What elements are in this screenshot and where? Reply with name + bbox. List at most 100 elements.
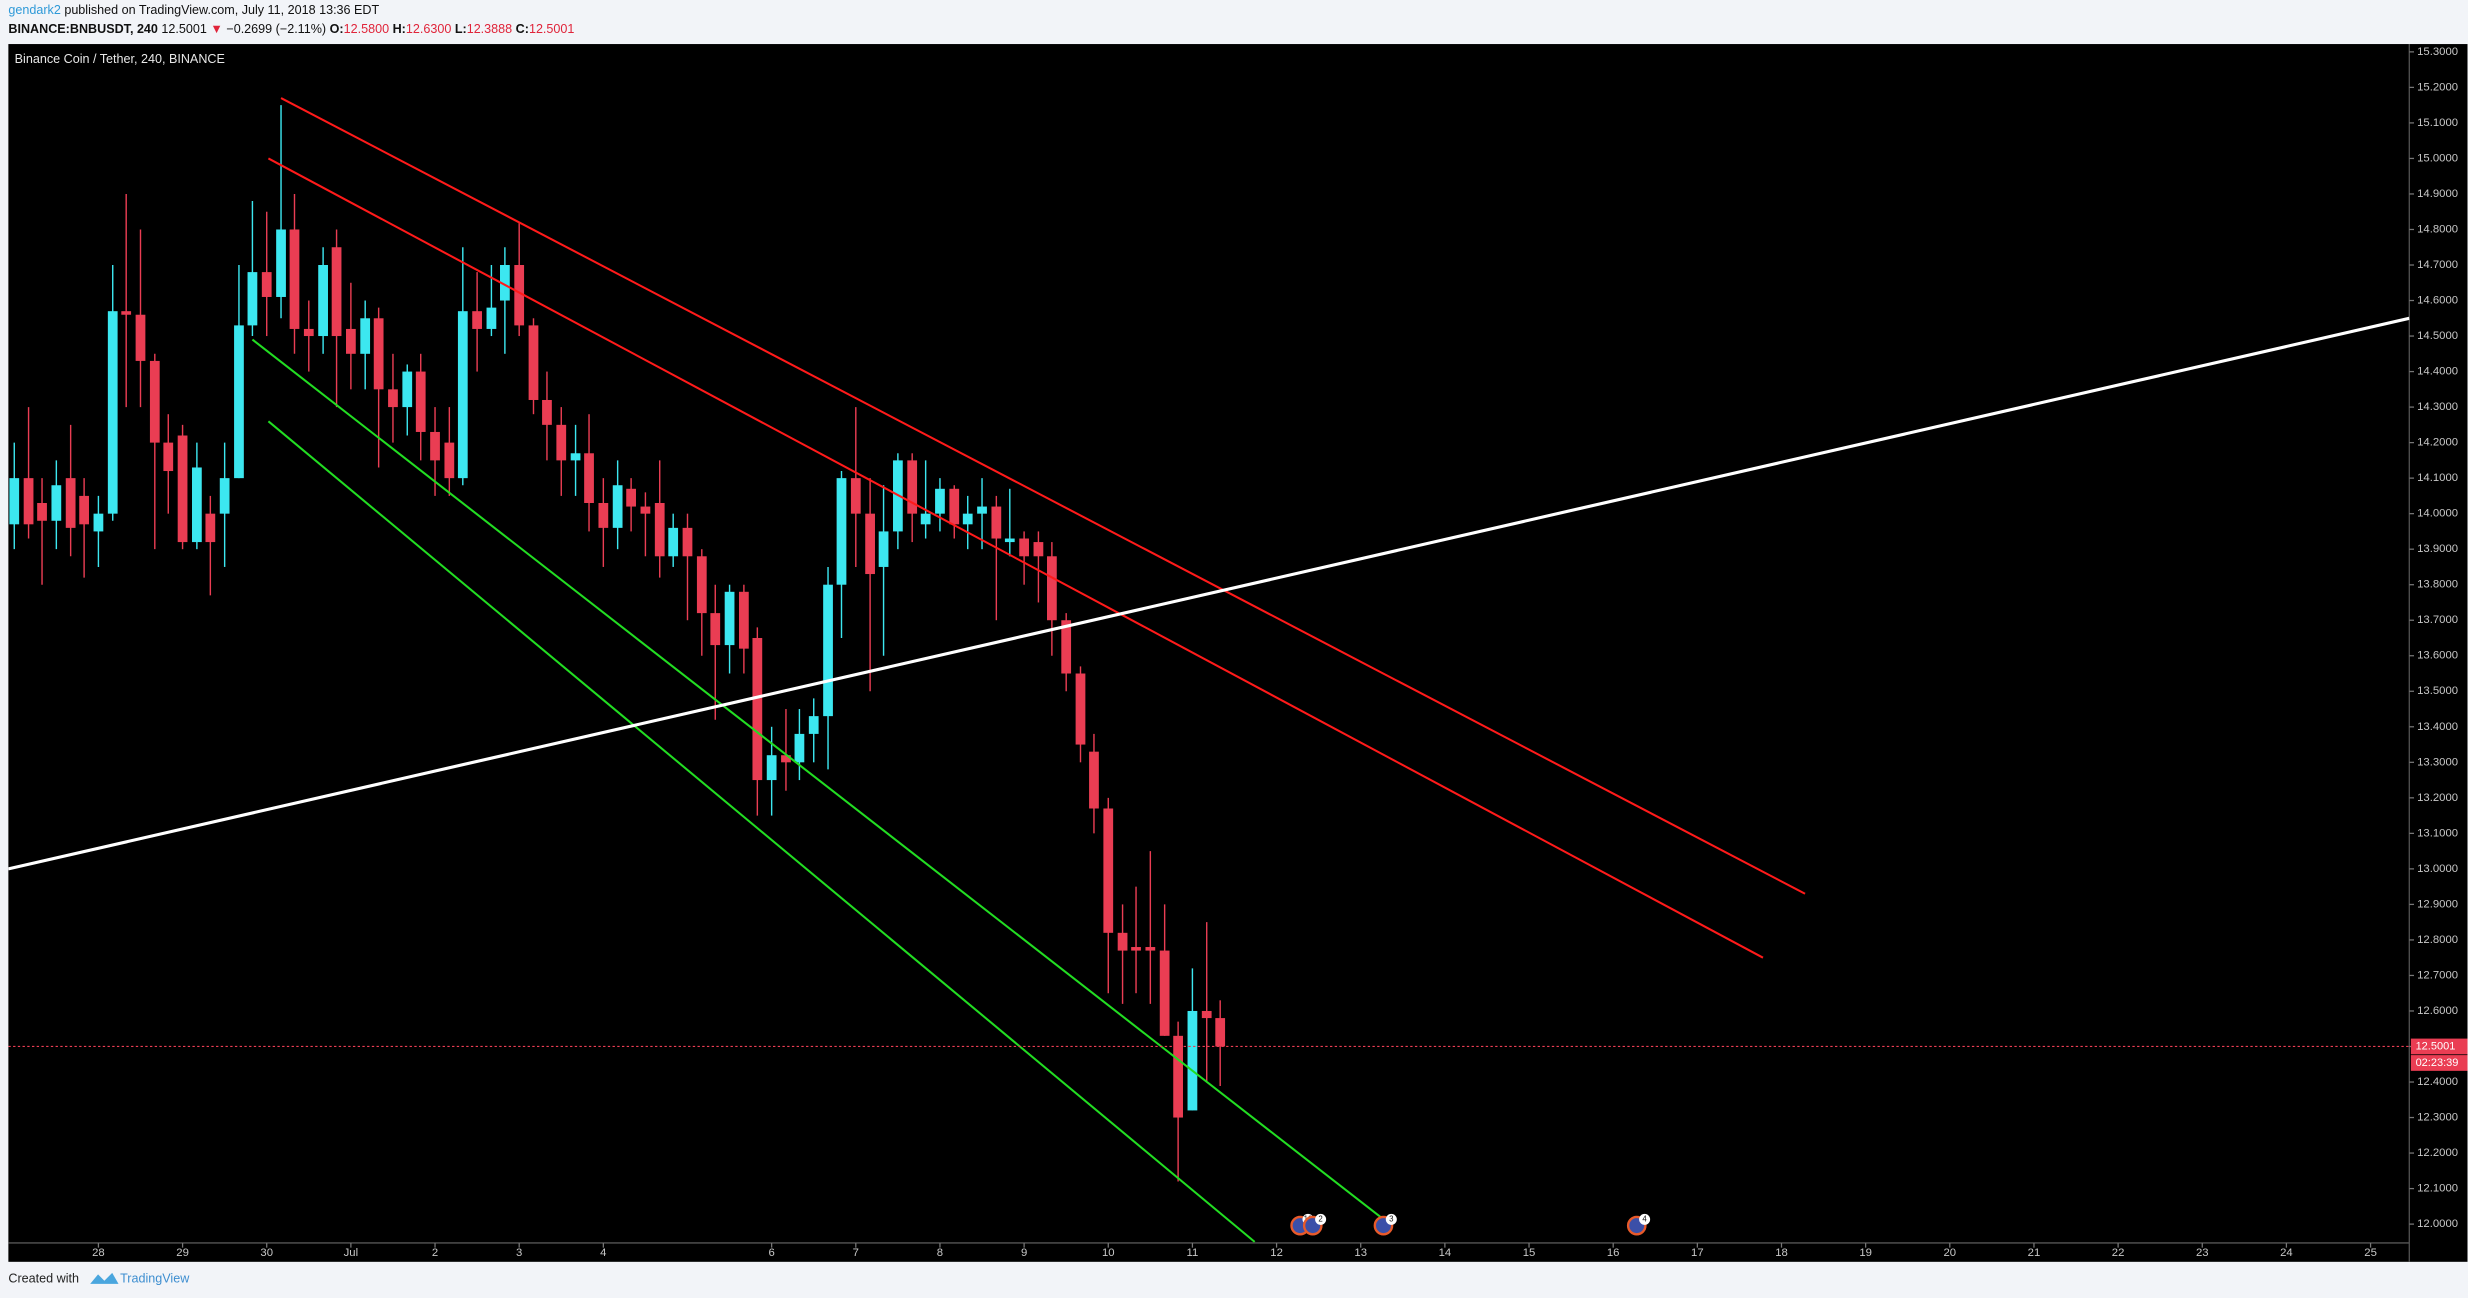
y-tick-label: 14.6000 [2417, 295, 2458, 307]
candle-body [402, 371, 413, 408]
y-tick-label: 13.3000 [2417, 756, 2458, 768]
price: 12.5001 [161, 22, 206, 36]
y-tick-label: 13.4000 [2417, 721, 2458, 733]
candle-body [1033, 542, 1044, 557]
candle-body [682, 527, 693, 557]
y-tick-label: 12.6000 [2417, 1005, 2458, 1017]
published: published on TradingView.com, July 11, 2… [64, 3, 379, 17]
candle-body [991, 506, 1002, 539]
candle-body [163, 442, 174, 472]
candle-body [1131, 947, 1141, 951]
candle-body [696, 556, 707, 614]
candle-body [808, 716, 819, 734]
ohlc-value: 12.3888 [467, 22, 512, 36]
footer-created: Created with [8, 1271, 79, 1285]
candle-body [192, 467, 202, 543]
candle-body [542, 399, 552, 425]
change: −0.2699 (−2.11%) [226, 22, 326, 36]
candle-body [907, 460, 918, 514]
trend-line [267, 420, 1256, 1243]
x-tick-label: 17 [1691, 1247, 1704, 1259]
x-tick-label: 12 [1270, 1247, 1283, 1259]
ohlc-key: C: [516, 22, 529, 36]
candle-body [388, 389, 398, 408]
y-tick-label: 12.1000 [2417, 1183, 2458, 1195]
candle-body [556, 424, 567, 461]
y-tick-label: 13.0000 [2417, 863, 2458, 875]
x-tick-label: 7 [853, 1247, 859, 1259]
candle-body [51, 485, 62, 521]
event-marker[interactable]: 2 [1302, 1213, 1327, 1236]
candle-body [865, 513, 875, 575]
footer-brand[interactable]: TradingView [120, 1271, 190, 1285]
y-tick-label: 14.8000 [2417, 223, 2458, 235]
y-tick-label: 14.5000 [2417, 330, 2458, 342]
candle-body [346, 328, 356, 354]
candle-body [584, 453, 594, 504]
candle-body [977, 506, 987, 514]
event-marker[interactable]: 3 [1373, 1213, 1397, 1236]
candle-body [514, 265, 525, 326]
x-tick-label: 25 [2364, 1247, 2377, 1259]
candle-body [1089, 751, 1099, 809]
candle-body [668, 527, 679, 557]
candle-body [247, 272, 258, 326]
candle-body [1173, 1035, 1183, 1118]
candle-body [1019, 538, 1029, 557]
y-tick-label: 15.1000 [2417, 117, 2458, 129]
y-tick-label: 14.9000 [2417, 188, 2458, 200]
y-tick-label: 14.7000 [2417, 259, 2458, 271]
axes: 12.0000 12.1000 12.2000 12.3000 12.4000 12.50… [92, 46, 2468, 1259]
candle-body [710, 613, 721, 646]
ohlc-value: 12.5001 [529, 22, 574, 36]
trend-line [8, 316, 2410, 871]
x-tick-label: 28 [92, 1247, 105, 1259]
ohlc-value: 12.5800 [344, 22, 389, 36]
event-count: 3 [1389, 1215, 1394, 1224]
header-line-2: BINANCE:BNBUSDT, 240 12.5001 ▼ −0.2699 (… [8, 22, 574, 36]
event-badge [1639, 1213, 1651, 1225]
x-tick-label: 4 [600, 1247, 606, 1259]
x-tick-label: 2 [432, 1247, 438, 1259]
candle-body [234, 325, 244, 479]
x-tick-label: 11 [1187, 1247, 1199, 1259]
y-tick-label: 15.3000 [2417, 46, 2458, 58]
candle-body [1187, 1010, 1198, 1111]
candle-body [177, 435, 188, 543]
countdown-box [2410, 1055, 2468, 1071]
candle-body [738, 591, 749, 649]
candle-body [303, 328, 314, 337]
candle-body [65, 478, 76, 528]
candle-body [781, 755, 791, 763]
candle-body [500, 265, 510, 301]
candle-body [850, 478, 861, 514]
trend-line [280, 97, 1806, 895]
plot [8, 97, 2410, 1243]
y-tick-label: 13.6000 [2417, 650, 2458, 662]
candle-body [121, 311, 132, 315]
x-tick-label: 14 [1439, 1247, 1452, 1259]
author[interactable]: gendark2 [8, 3, 60, 17]
candle-body [1004, 538, 1015, 543]
candle-body [823, 584, 833, 717]
candle-body [1145, 947, 1156, 951]
x-tick-label: 18 [1775, 1247, 1788, 1259]
x-tick-label: 16 [1607, 1247, 1620, 1259]
event-marker[interactable]: 4 [1626, 1213, 1651, 1236]
ohlc-value: 12.6300 [406, 22, 451, 36]
candle-body [598, 503, 609, 528]
x-tick-label: 15 [1523, 1247, 1536, 1259]
y-tick-label: 12.4000 [2417, 1076, 2458, 1088]
x-tick-label: 30 [260, 1247, 273, 1259]
y-tick-label: 12.2000 [2417, 1147, 2458, 1159]
candle-body [836, 478, 847, 585]
y-tick-label: 12.7000 [2417, 969, 2458, 981]
candle-body [794, 733, 805, 763]
candle-body [1201, 1010, 1212, 1019]
x-tick-label: Jul [344, 1247, 358, 1259]
candle-body [1075, 673, 1086, 745]
x-tick-label: 13 [1354, 1247, 1367, 1259]
countdown-label: 02:23:39 [2416, 1057, 2459, 1069]
y-tick-label: 14.2000 [2417, 437, 2458, 449]
